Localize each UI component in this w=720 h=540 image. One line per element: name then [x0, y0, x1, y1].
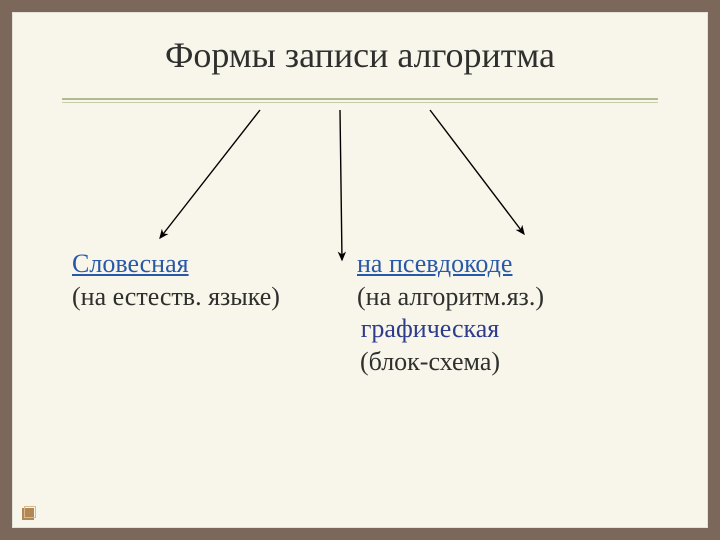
- col-right: на псевдокоде: [357, 248, 512, 281]
- content-block: Словесная на псевдокоде (на естеств. язы…: [72, 248, 648, 378]
- paren-pseudocode: (на алгоритм.яз.): [357, 282, 544, 311]
- slide-frame: Формы записи алгоритма Словесная на псев…: [0, 0, 720, 540]
- slide-body: Формы записи алгоритма Словесная на псев…: [12, 12, 708, 528]
- corner-ornament: [22, 508, 34, 520]
- divider-line-main: [62, 98, 658, 100]
- arrows-svg: [12, 102, 708, 262]
- row-parens: (на естеств. языке) (на алгоритм.яз.): [72, 281, 648, 314]
- arrow-line: [430, 110, 524, 234]
- row-links: Словесная на псевдокоде: [72, 248, 648, 281]
- paren-verbal: (на естеств. языке): [72, 282, 280, 311]
- arrow-line: [160, 110, 260, 238]
- link-pseudocode[interactable]: на псевдокоде: [357, 249, 512, 278]
- col-right-paren: (на алгоритм.яз.): [357, 281, 544, 314]
- arrow-line: [340, 110, 342, 260]
- label-graphical: графическая: [361, 314, 500, 343]
- paren-graphical: (блок-схема): [212, 346, 648, 379]
- col-left: Словесная: [72, 248, 357, 281]
- row-middle: графическая (блок-схема): [72, 313, 648, 378]
- link-verbal[interactable]: Словесная: [72, 249, 189, 278]
- col-left-paren: (на естеств. языке): [72, 281, 357, 314]
- slide-title: Формы записи алгоритма: [12, 34, 708, 76]
